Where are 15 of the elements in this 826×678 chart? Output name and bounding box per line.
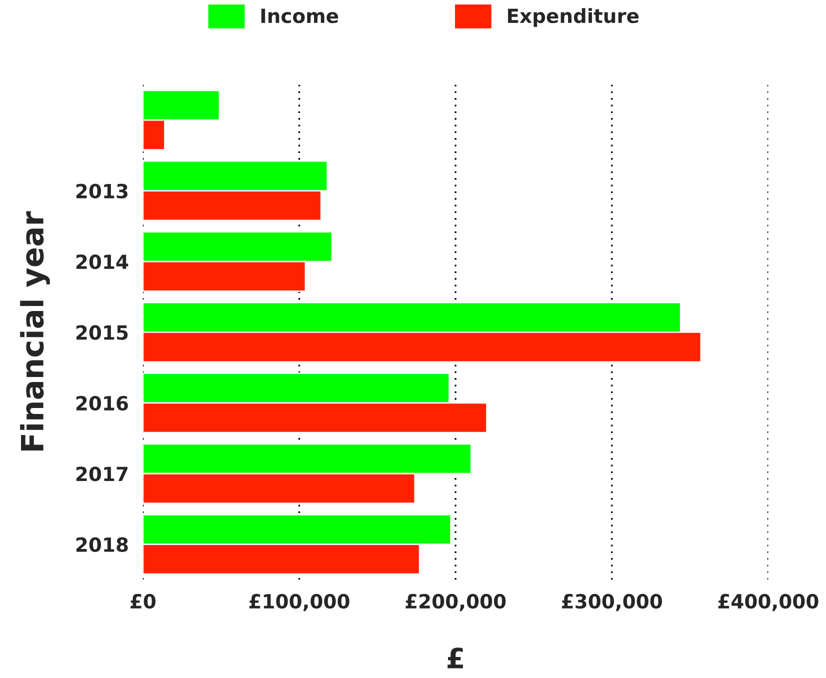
x-tick-label: £0	[130, 594, 156, 609]
legend-label: Expenditure	[508, 8, 639, 27]
y-tick-label: 2015	[76, 325, 128, 340]
x-tick-label: £100,000	[249, 594, 350, 612]
y-tick-label: 2014	[76, 254, 128, 270]
x-axis-title: £	[448, 648, 463, 668]
y-tick-label: 2017	[76, 466, 128, 482]
y-axis-title: Financial year	[20, 211, 50, 450]
y-tick-label: 2018	[76, 537, 128, 552]
x-tick-label: £300,000	[562, 594, 662, 612]
legend-label: Income	[261, 8, 338, 24]
y-tick-label: 2013	[76, 184, 128, 198]
x-tick-label: £200,000	[406, 594, 506, 612]
y-tick-label: 2016	[76, 396, 128, 411]
x-tick-label: £400,000	[718, 594, 818, 612]
